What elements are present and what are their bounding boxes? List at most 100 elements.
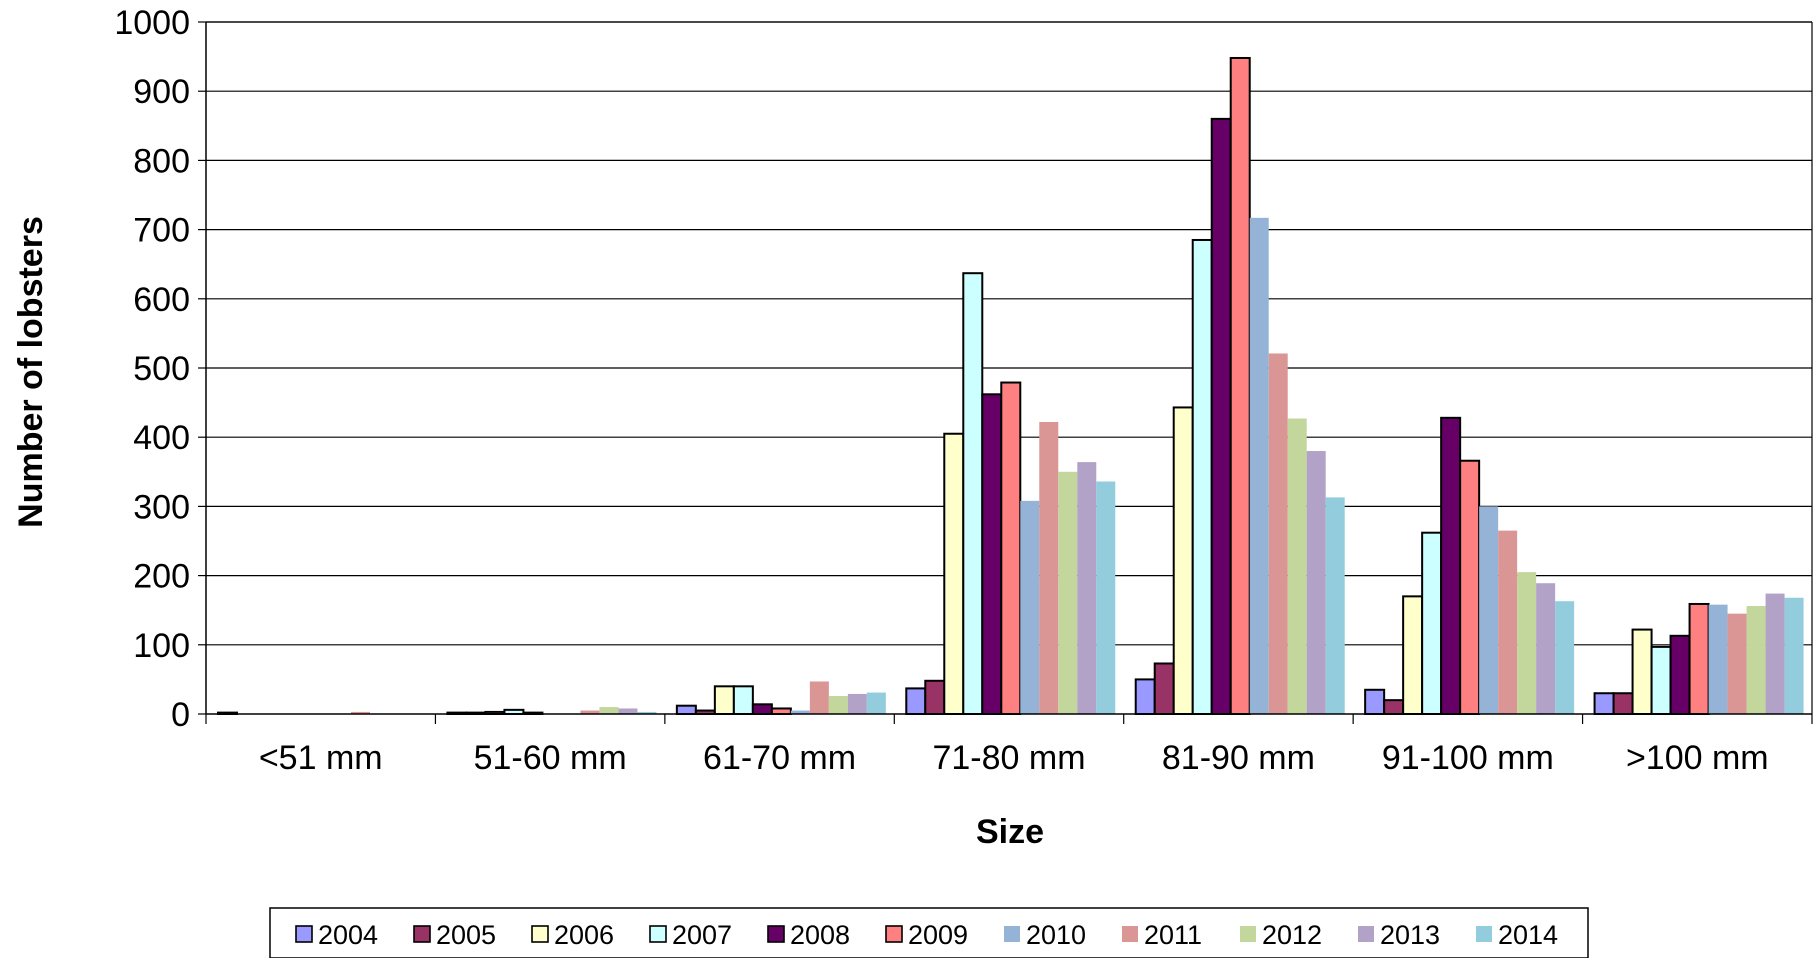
bar-2011-6 [1727, 613, 1747, 714]
y-tick-label: 800 [133, 142, 190, 180]
bar-2009-2 [770, 707, 792, 715]
bar-2007-3 [962, 272, 984, 715]
bar-2011-5 [1498, 530, 1518, 714]
axes [198, 21, 1813, 724]
bar-2006-4 [1172, 406, 1194, 715]
y-tick-label: 300 [133, 488, 190, 526]
y-axis-title: Number of lobsters [12, 216, 50, 528]
x-tick-label: 51-60 mm [474, 739, 627, 777]
bar-2007-2 [732, 685, 754, 716]
bar-2009-6 [1688, 602, 1710, 715]
bar-2010-6 [1708, 604, 1728, 714]
legend-label-2006: 2006 [554, 920, 614, 950]
bar-2012-5 [1517, 572, 1537, 714]
y-tick-label: 1000 [114, 4, 190, 42]
y-tick-label: 500 [133, 350, 190, 388]
bar-2008-3 [981, 393, 1003, 715]
legend-swatch-2008 [767, 925, 785, 943]
legend-swatch-2009 [885, 925, 903, 943]
legend-label-2012: 2012 [1262, 920, 1322, 950]
bar-2006-3 [943, 432, 965, 715]
y-tick-label: 100 [133, 627, 190, 665]
bar-2009-5 [1459, 459, 1481, 715]
x-tick-label: 71-80 mm [932, 739, 1085, 777]
bar-2013-6 [1765, 593, 1785, 714]
bar-2007-5 [1421, 531, 1443, 715]
bar-2012-3 [1058, 471, 1078, 714]
legend-swatch-2010 [1004, 926, 1020, 942]
legend-swatch-2011 [1122, 926, 1138, 942]
bar-2004-2 [675, 704, 697, 715]
legend-swatch-2005 [413, 925, 431, 943]
legend-swatch-2004 [295, 925, 313, 943]
legend-label-2004: 2004 [318, 920, 378, 950]
legend-label-2014: 2014 [1498, 920, 1558, 950]
bar-2011-2 [809, 681, 829, 714]
bar-2007-4 [1191, 238, 1213, 715]
bar-2008-5 [1440, 416, 1462, 715]
bar-2005-5 [1383, 699, 1405, 715]
bar-2014-3 [1096, 481, 1116, 714]
y-tick-label: 900 [133, 73, 190, 111]
bar-2014-2 [866, 692, 886, 714]
bar-2006-5 [1402, 595, 1424, 715]
legend-swatch-2007 [649, 925, 667, 943]
y-tick-label: 700 [133, 212, 190, 250]
bar-2008-4 [1210, 117, 1232, 715]
bar-2013-2 [847, 693, 867, 714]
bar-2014-6 [1784, 597, 1804, 714]
legend-label-2008: 2008 [790, 920, 850, 950]
x-axis-title: Size [976, 813, 1044, 851]
legend-swatch-2014 [1476, 926, 1492, 942]
legend-label-2011: 2011 [1144, 920, 1202, 950]
bar-2005-3 [924, 679, 946, 715]
bar-2012-4 [1287, 418, 1307, 714]
bar-2009-4 [1229, 56, 1251, 715]
bar-2005-6 [1612, 692, 1634, 715]
bar-2011-0 [351, 711, 370, 714]
bar-2012-2 [828, 696, 848, 714]
bar-2004-3 [905, 687, 927, 715]
x-tick-label: 81-90 mm [1162, 739, 1315, 777]
x-tick-label: 91-100 mm [1382, 739, 1554, 777]
legend-label-2007: 2007 [672, 920, 732, 950]
bar-2004-6 [1593, 692, 1615, 715]
bar-2013-1 [618, 708, 638, 714]
legend-label-2013: 2013 [1380, 920, 1440, 950]
bar-2010-5 [1479, 506, 1499, 714]
legend-label-2005: 2005 [436, 920, 496, 950]
bar-2004-5 [1364, 688, 1386, 716]
legend-label-2009: 2009 [908, 920, 968, 950]
x-tick-labels: <51 mm 51-60 mm 61-70 mm 71-80 mm 81-90 mm 91… [259, 739, 1769, 777]
bar-2014-4 [1325, 497, 1345, 714]
legend-swatch-2013 [1358, 926, 1374, 942]
y-tick-label: 200 [133, 558, 190, 596]
legend-swatch-2012 [1240, 926, 1256, 942]
bar-2008-2 [751, 703, 773, 716]
bar-2011-4 [1268, 353, 1288, 714]
legend: 2004 2005 2006 2007 2008 2009 2010 2011 2012 2013… [269, 907, 1589, 958]
bar-2012-6 [1746, 606, 1766, 714]
bar-2013-5 [1536, 583, 1556, 714]
y-tick-label: 400 [133, 419, 190, 457]
legend-swatch-2006 [531, 925, 549, 943]
bar-2012-1 [599, 707, 619, 714]
y-tick-labels: 0 100 200 300 400 500 600 700 800 900 1000 [114, 4, 190, 734]
bar-2010-2 [790, 710, 810, 714]
y-tick-label: 0 [171, 696, 190, 734]
bar-2009-3 [1000, 381, 1022, 715]
bar-2011-1 [580, 710, 600, 714]
bar-2006-6 [1631, 628, 1653, 715]
bar-2013-4 [1306, 451, 1326, 714]
x-tick-label: <51 mm [259, 739, 383, 777]
bar-2014-1 [637, 711, 657, 714]
bar-2011-3 [1039, 421, 1059, 714]
bars [217, 56, 1804, 716]
bar-2013-3 [1077, 462, 1097, 714]
bar-2008-6 [1669, 634, 1691, 716]
legend-label-2010: 2010 [1026, 920, 1086, 950]
bar-2006-2 [713, 685, 735, 716]
x-tick-label: >100 mm [1626, 739, 1769, 777]
bar-2014-5 [1555, 601, 1575, 714]
